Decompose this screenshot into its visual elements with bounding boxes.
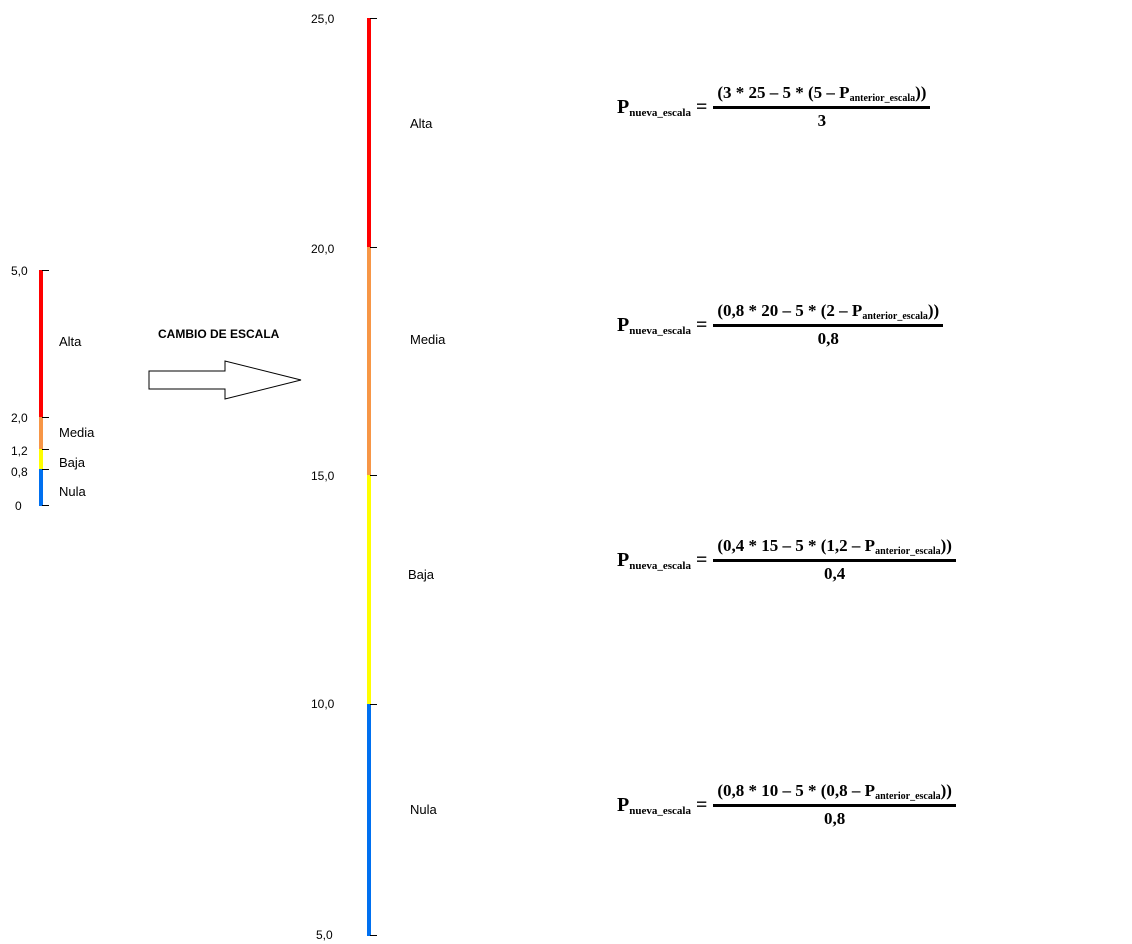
new-scale-segment-alta xyxy=(367,18,371,247)
formula-lhs: Pnueva_escala = xyxy=(617,95,708,119)
formula-denominator: 0,4 xyxy=(824,564,846,583)
formula-numerator: (3 * 25 – 5 * (5 – Panterior_escala)) xyxy=(717,83,927,104)
scale-change-title: CAMBIO DE ESCALA xyxy=(158,327,280,341)
new-scale-band-label-baja: Baja xyxy=(408,567,435,582)
old-scale-band-label-media: Media xyxy=(59,425,95,440)
new-scale-band-label-media: Media xyxy=(410,332,446,347)
right-arrow-icon xyxy=(148,360,302,400)
formula-denominator: 0,8 xyxy=(824,809,846,828)
old-scale-tick xyxy=(42,417,49,418)
formula-media: Pnueva_escala = (0,8 * 20 – 5 * (2 – Pan… xyxy=(617,301,944,349)
new-scale-tick xyxy=(370,18,377,19)
old-scale-tick-label: 0,8 xyxy=(11,465,28,479)
fraction-bar xyxy=(713,559,956,562)
old-scale-tick-label: 0 xyxy=(15,499,22,513)
formula-denominator: 3 xyxy=(817,111,827,130)
old-scale-band-label-alta: Alta xyxy=(59,334,82,349)
old-scale-tick xyxy=(42,469,49,470)
old-scale-segment-baja xyxy=(39,449,43,469)
fraction-bar xyxy=(713,804,956,807)
old-scale-band-label-nula: Nula xyxy=(59,484,86,499)
formula-lhs: Pnueva_escala = xyxy=(617,548,708,572)
formula-lhs: Pnueva_escala = xyxy=(617,793,708,817)
new-scale-segment-baja xyxy=(367,475,371,704)
old-scale-tick-label: 5,0 xyxy=(11,264,28,278)
old-scale-tick-label: 2,0 xyxy=(11,411,28,425)
new-scale-tick xyxy=(370,704,377,705)
new-scale-tick xyxy=(370,935,377,936)
fraction-bar xyxy=(713,324,944,327)
old-scale-tick xyxy=(42,449,49,450)
new-scale-tick-label: 25,0 xyxy=(311,12,335,26)
old-scale-segment-nula xyxy=(39,469,43,506)
new-scale-tick-label: 10,0 xyxy=(311,697,335,711)
new-scale-tick-label: 20,0 xyxy=(311,242,335,256)
formula-fraction: (0,4 * 15 – 5 * (1,2 – Panterior_escala)… xyxy=(713,536,956,584)
formula-nula: Pnueva_escala = (0,8 * 10 – 5 * (0,8 – P… xyxy=(617,781,956,829)
old-scale-segment-media xyxy=(39,417,43,449)
old-scale-segment-alta xyxy=(39,270,43,417)
fraction-bar xyxy=(713,106,931,109)
formula-denominator: 0,8 xyxy=(817,329,839,348)
new-scale-tick-label: 5,0 xyxy=(316,928,333,942)
formula-lhs: Pnueva_escala = xyxy=(617,313,708,337)
formula-fraction: (0,8 * 10 – 5 * (0,8 – Panterior_escala)… xyxy=(713,781,956,829)
new-scale-band-label-nula: Nula xyxy=(410,802,437,817)
formula-fraction: (0,8 * 20 – 5 * (2 – Panterior_escala)) … xyxy=(713,301,944,349)
formula-numerator: (0,8 * 20 – 5 * (2 – Panterior_escala)) xyxy=(717,301,940,322)
formula-numerator: (0,8 * 10 – 5 * (0,8 – Panterior_escala)… xyxy=(717,781,952,802)
old-scale-tick xyxy=(42,270,49,271)
new-scale-band-label-alta: Alta xyxy=(410,116,433,131)
old-scale-tick xyxy=(42,505,49,506)
new-scale-segment-media xyxy=(367,247,371,475)
new-scale-segment-nula xyxy=(367,704,371,936)
new-scale-tick xyxy=(370,475,377,476)
new-scale-tick-label: 15,0 xyxy=(311,469,335,483)
formula-baja: Pnueva_escala = (0,4 * 15 – 5 * (1,2 – P… xyxy=(617,536,956,584)
old-scale-tick-label: 1,2 xyxy=(11,444,28,458)
formula-numerator: (0,4 * 15 – 5 * (1,2 – Panterior_escala)… xyxy=(717,536,952,557)
old-scale-band-label-baja: Baja xyxy=(59,455,86,470)
formula-fraction: (3 * 25 – 5 * (5 – Panterior_escala)) 3 xyxy=(713,83,931,131)
new-scale-tick xyxy=(370,247,377,248)
formula-alta: Pnueva_escala = (3 * 25 – 5 * (5 – Pante… xyxy=(617,83,931,131)
